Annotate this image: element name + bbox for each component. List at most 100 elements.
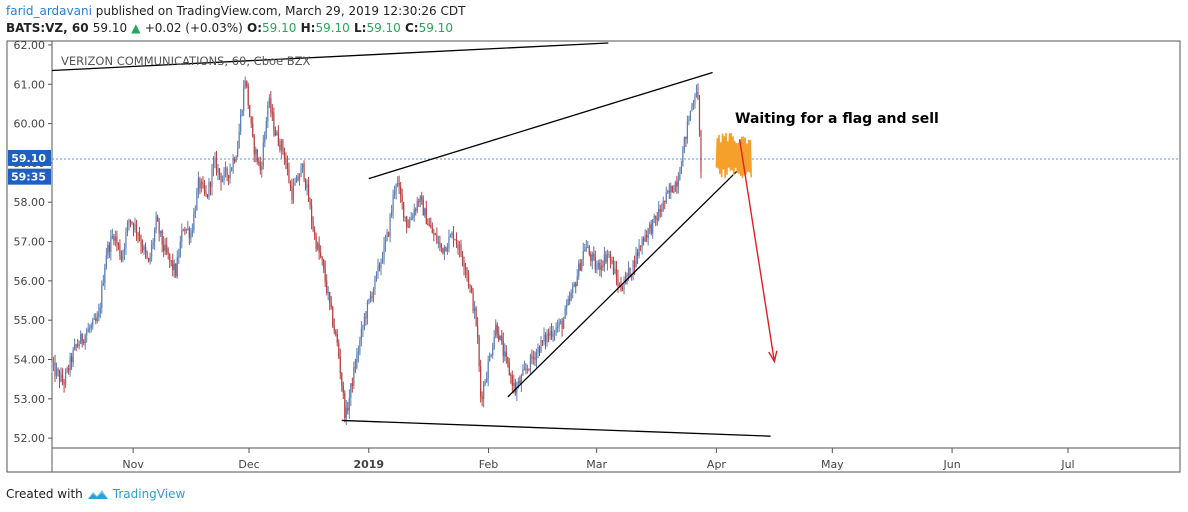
- candle-body: [262, 142, 264, 167]
- x-tick-label: Jun: [942, 458, 960, 471]
- candle-body: [587, 246, 589, 248]
- y-tick-label: 56.00: [14, 275, 46, 288]
- candle-body: [581, 259, 583, 271]
- y-tick-label: 62.00: [14, 39, 46, 52]
- candle-body: [387, 232, 390, 236]
- candle-body: [63, 382, 65, 385]
- candle-body: [412, 216, 414, 219]
- candle-body: [68, 367, 70, 371]
- candle-body: [685, 136, 687, 140]
- candle-body: [576, 276, 578, 287]
- candle-body: [531, 355, 533, 359]
- candle-body: [273, 112, 275, 131]
- candle-body: [147, 258, 150, 262]
- price-label-box: [8, 149, 51, 166]
- candle-body: [197, 178, 199, 192]
- candle-body: [61, 374, 64, 383]
- candle-body: [496, 324, 498, 334]
- candle-body: [246, 80, 248, 86]
- published-text: published on TradingView.com, March 29, …: [95, 4, 466, 18]
- candle-body: [282, 140, 284, 152]
- candle-body: [252, 123, 254, 136]
- candle-body: [641, 238, 643, 247]
- price-chart[interactable]: 62.0061.0060.0059.0058.0057.0056.0055.00…: [0, 38, 1188, 476]
- candle-body: [378, 265, 381, 269]
- candle-body: [181, 230, 183, 242]
- candle-body: [268, 98, 270, 105]
- candle-body: [498, 333, 500, 341]
- candle-body: [238, 131, 240, 149]
- candle-body: [588, 246, 590, 255]
- candle-body: [134, 223, 136, 230]
- author-link[interactable]: farid_ardavani: [6, 4, 92, 18]
- candle-body: [627, 267, 630, 277]
- candle-body: [357, 351, 359, 355]
- candle-body: [633, 260, 636, 268]
- candle-body: [202, 181, 204, 185]
- candle-body: [591, 254, 593, 261]
- candle-body: [221, 179, 224, 182]
- y-tick-label: 52.00: [14, 432, 46, 445]
- candle-body: [572, 286, 574, 293]
- candle-body: [505, 351, 507, 358]
- candle-body: [154, 229, 156, 242]
- candle-body: [101, 285, 103, 308]
- candle-body: [274, 130, 276, 136]
- candle-body: [404, 216, 406, 218]
- candle-body: [448, 236, 450, 248]
- candle-body: [564, 308, 566, 319]
- candle-body: [111, 236, 113, 238]
- candle-body: [330, 302, 332, 308]
- candle-body: [354, 367, 356, 369]
- candle-body: [64, 371, 67, 385]
- candle-body: [211, 169, 213, 187]
- candle-body: [492, 347, 494, 356]
- candle-body: [614, 268, 616, 274]
- candle-body: [270, 98, 272, 113]
- candle-body: [184, 229, 186, 231]
- candle-body: [652, 219, 654, 234]
- candle-body: [306, 184, 308, 188]
- candle-body: [403, 201, 405, 218]
- candle-body: [95, 318, 97, 321]
- candle-body: [546, 334, 548, 343]
- candle-body: [653, 215, 655, 220]
- candle-body: [477, 325, 479, 337]
- chart-title: VERIZON COMMUNICATIONS, 60, Cboe BZX: [61, 54, 311, 68]
- candle-body: [689, 110, 692, 120]
- candle-body: [380, 261, 382, 269]
- tradingview-brand[interactable]: TradingView: [112, 487, 186, 501]
- candle-body: [169, 254, 171, 261]
- candle-body: [90, 325, 92, 329]
- candle-body: [190, 233, 192, 239]
- candle-body: [143, 246, 145, 251]
- candle-body: [126, 222, 129, 233]
- candle-body: [486, 378, 488, 382]
- candle-body: [413, 209, 415, 217]
- candle-body: [519, 381, 521, 384]
- candle-body: [557, 326, 559, 328]
- candle-body: [694, 97, 696, 104]
- candle-body: [611, 260, 613, 262]
- candle-body: [92, 319, 94, 326]
- y-tick-label: 60.00: [14, 118, 46, 131]
- candle-body: [624, 274, 627, 285]
- candle-body: [227, 175, 230, 178]
- candle-body: [250, 116, 252, 124]
- candle-body: [508, 363, 510, 375]
- candle-body: [314, 230, 316, 236]
- candle-body: [677, 179, 679, 187]
- candle-body: [522, 369, 524, 376]
- candle-body: [351, 383, 353, 386]
- candle-body: [212, 162, 215, 170]
- candle-body: [549, 331, 551, 336]
- low-label: L:: [353, 21, 367, 35]
- candle-body: [86, 332, 88, 336]
- candle-body: [335, 331, 337, 335]
- candle-body: [99, 307, 101, 313]
- candle-body: [514, 382, 516, 393]
- candle-body: [81, 334, 83, 342]
- candle-body: [495, 324, 497, 337]
- candle-body: [617, 277, 619, 286]
- candle-body: [151, 245, 153, 257]
